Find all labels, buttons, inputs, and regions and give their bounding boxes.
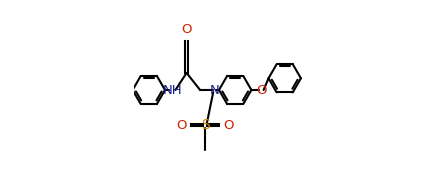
Text: O: O bbox=[176, 119, 186, 132]
Text: O: O bbox=[181, 23, 192, 36]
Text: N: N bbox=[210, 84, 219, 96]
Text: O: O bbox=[256, 84, 266, 96]
Text: S: S bbox=[201, 118, 210, 132]
Text: NH: NH bbox=[162, 84, 182, 96]
Text: O: O bbox=[224, 119, 234, 132]
